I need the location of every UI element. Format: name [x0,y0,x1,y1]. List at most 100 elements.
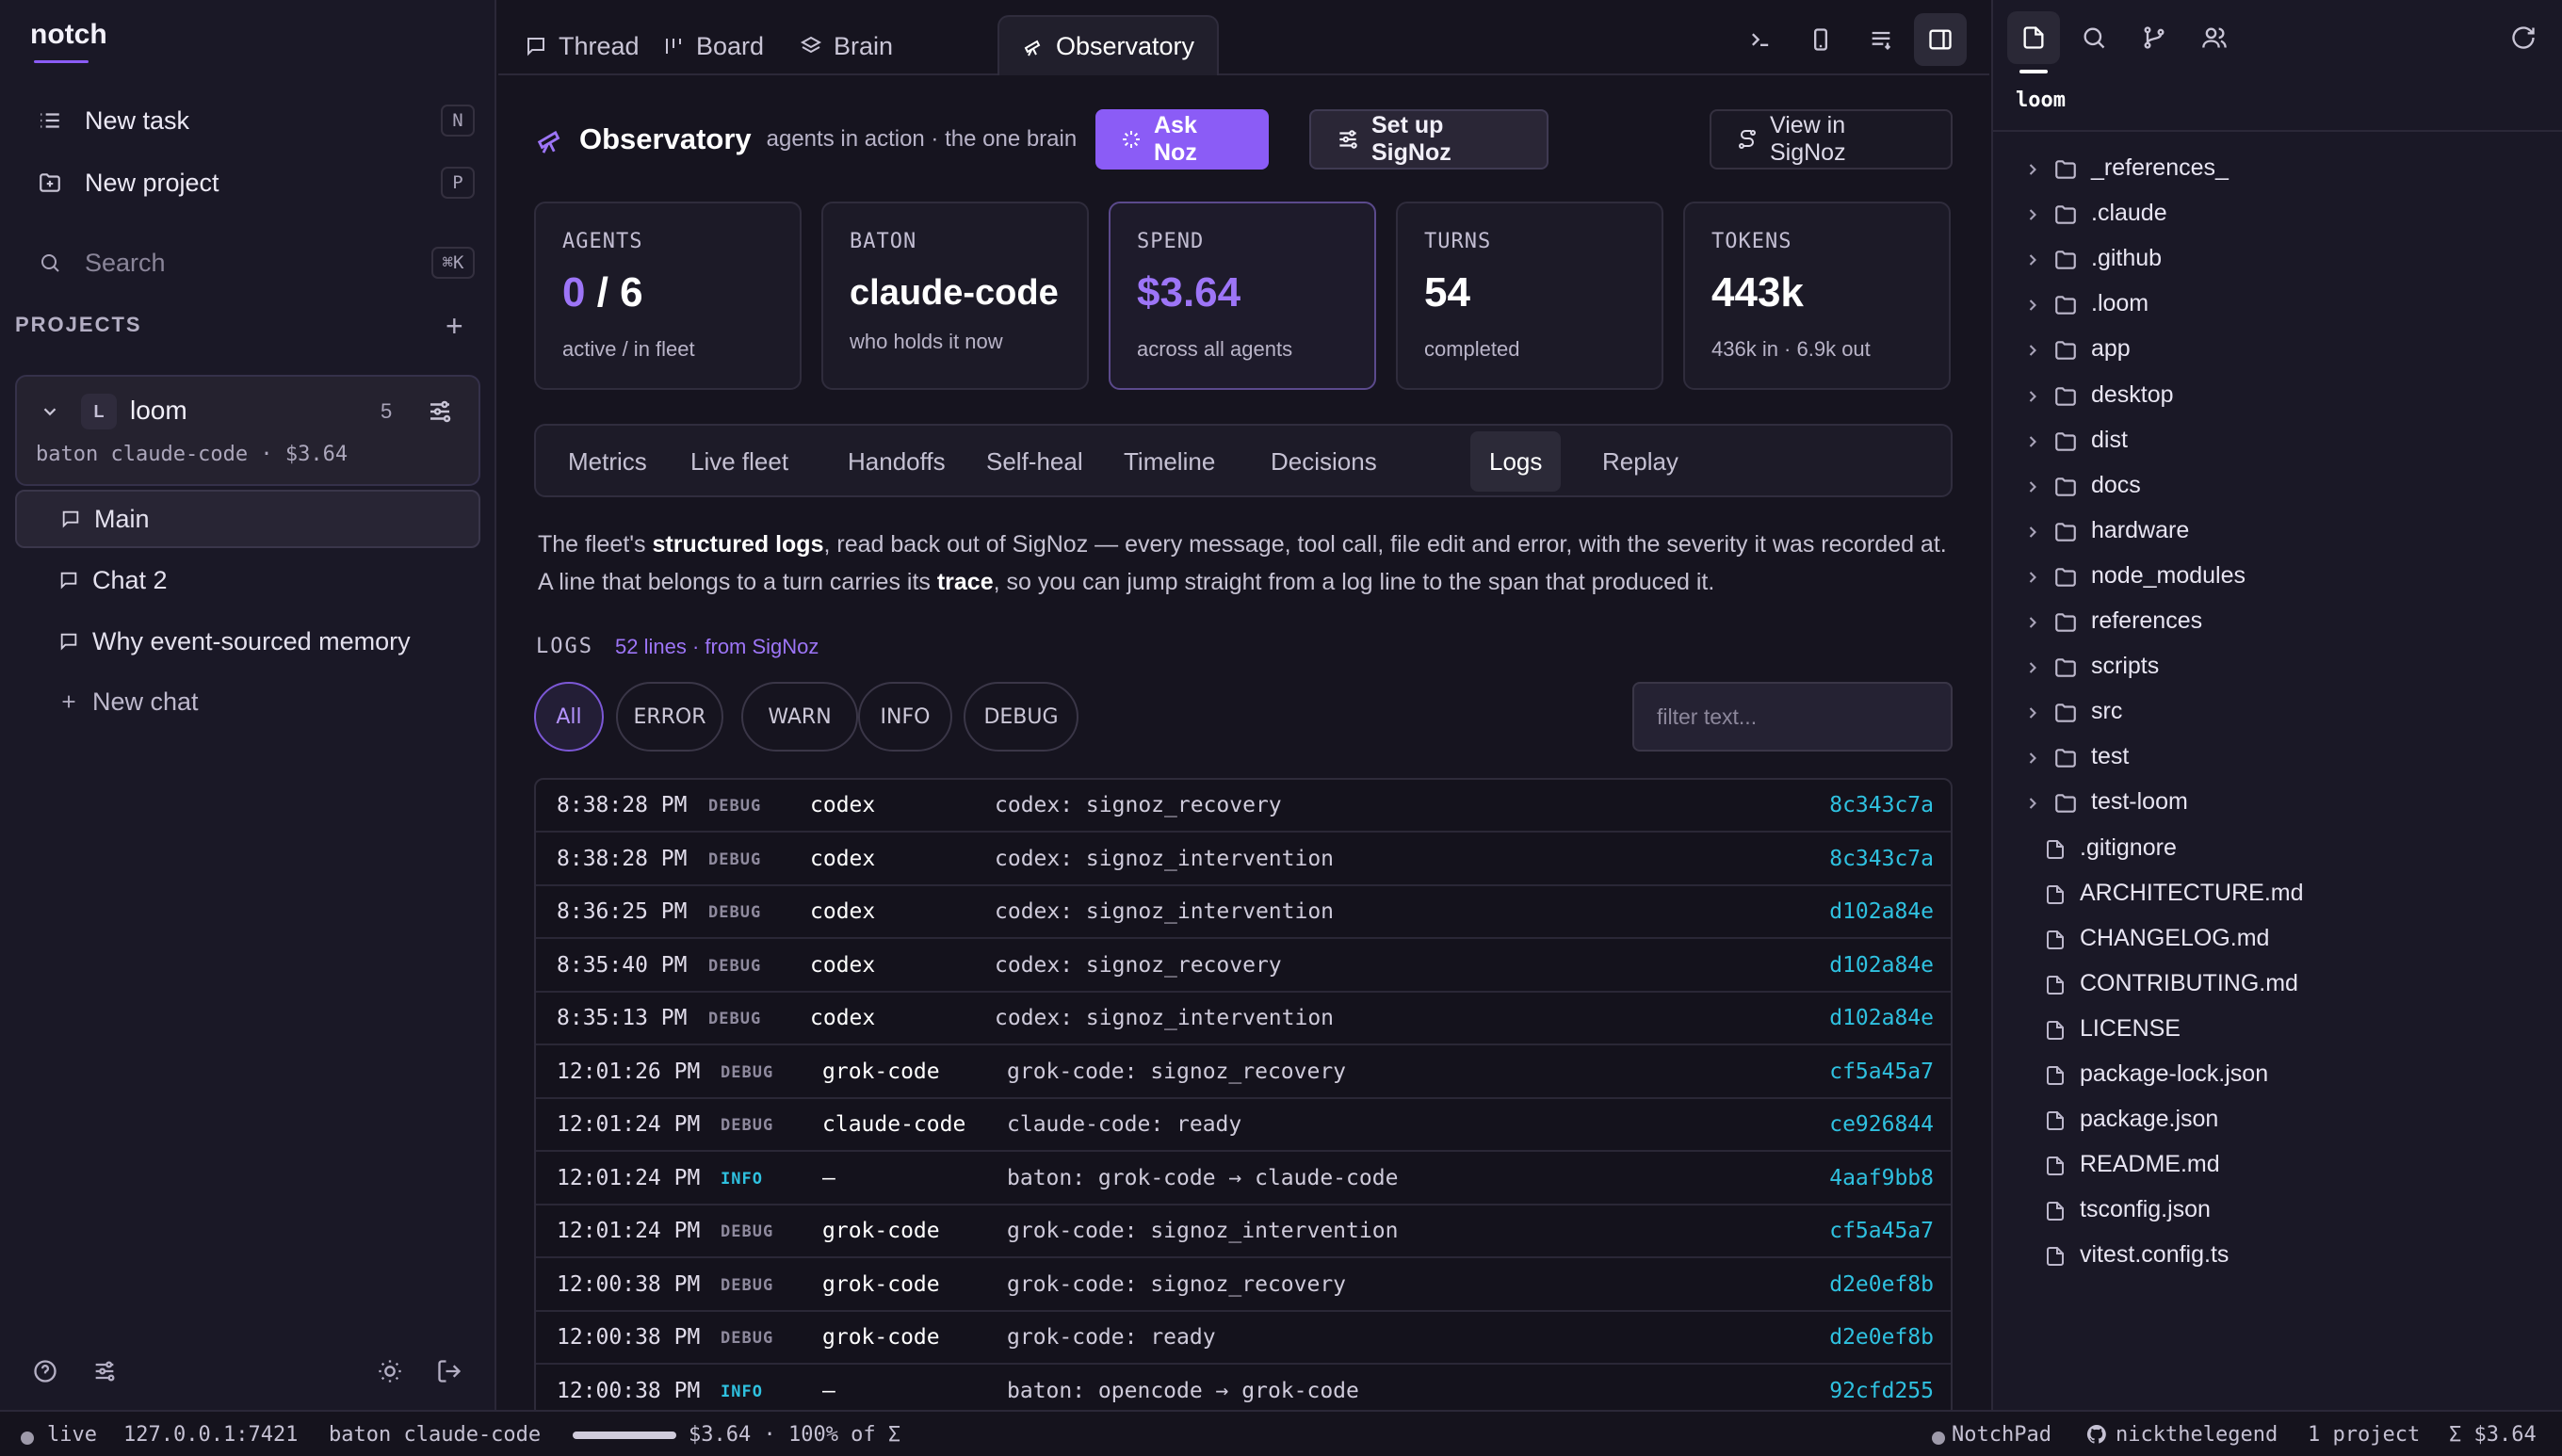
tree-folder[interactable]: hardware [1993,510,2562,555]
filter-info[interactable]: INFO [858,682,952,752]
project-settings-icon[interactable] [426,397,454,432]
tab-board[interactable]: Board [640,17,786,75]
tree-folder[interactable]: _references_ [1993,147,2562,192]
log-row[interactable]: 12:00:38 PM INFO — baton: opencode → grok-c… [536,1366,1951,1416]
search-placeholder: Search [85,248,166,277]
git-branch-icon[interactable] [2128,11,2181,64]
chat-item-why-event-sourced-memory[interactable]: Why event-sourced memory [15,612,480,671]
subtab-logs[interactable]: Logs [1470,431,1562,492]
tree-file[interactable]: CHANGELOG.md [1993,917,2562,963]
subtab-decisions[interactable]: Decisions [1271,446,1377,476]
tree-file[interactable]: package.json [1993,1098,2562,1143]
tree-folder[interactable]: dist [1993,419,2562,464]
view-in-signoz-button[interactable]: View in SigNoz [1710,109,1953,170]
add-project-button[interactable]: + [446,309,463,343]
tree-folder[interactable]: docs [1993,464,2562,510]
log-trace-link[interactable]: d2e0ef8b [1829,1325,1934,1350]
tree-folder[interactable]: scripts [1993,645,2562,690]
tree-file[interactable]: .gitignore [1993,827,2562,872]
tree-file[interactable]: LICENSE [1993,1008,2562,1053]
log-trace-link[interactable]: ce926844 [1829,1112,1934,1137]
log-row[interactable]: 8:35:13 PM DEBUG codex codex: signoz_interv… [536,993,1951,1045]
filter-text-input[interactable]: filter text... [1632,682,1953,752]
settings-sliders-icon[interactable] [88,1354,122,1388]
tree-folder[interactable]: .claude [1993,192,2562,237]
log-row[interactable]: 12:01:24 PM DEBUG grok-code grok-code: sign… [536,1205,1951,1258]
chevron-right-icon [2023,432,2042,451]
tree-folder[interactable]: desktop [1993,374,2562,419]
new-project-button[interactable]: New project P [15,154,480,211]
search-icon[interactable] [2067,11,2120,64]
new-task-button[interactable]: New task N [15,92,480,149]
tree-file[interactable]: package-lock.json [1993,1053,2562,1098]
subtab-live-fleet[interactable]: Live fleet [690,446,789,476]
tree-file[interactable]: ARCHITECTURE.md [1993,872,2562,917]
file-icon[interactable] [2007,11,2060,64]
ask-noz-button[interactable]: Ask Noz [1095,109,1269,170]
terminal-icon[interactable] [1734,13,1787,66]
log-trace-link[interactable]: cf5a45a7 [1829,1219,1934,1243]
setup-signoz-button[interactable]: Set up SigNoz [1309,109,1549,170]
tree-folder[interactable]: .github [1993,237,2562,283]
tree-file[interactable]: tsconfig.json [1993,1189,2562,1234]
status-app[interactable]: NotchPad [1952,1423,2051,1447]
chevron-down-icon[interactable] [40,399,60,429]
users-icon[interactable] [2188,11,2241,64]
tab-thread[interactable]: Thread [502,17,662,75]
subtab-timeline[interactable]: Timeline [1124,446,1216,476]
log-trace-link[interactable]: d102a84e [1829,952,1934,978]
refresh-icon[interactable] [2497,11,2550,64]
log-trace-link[interactable]: d102a84e [1829,899,1934,924]
log-row[interactable]: 12:01:24 PM INFO — baton: grok-code → claud… [536,1153,1951,1205]
tree-file[interactable]: CONTRIBUTING.md [1993,963,2562,1008]
subtab-self-heal[interactable]: Self-heal [986,446,1083,476]
log-trace-link[interactable]: 8c343c7a [1829,846,1934,871]
logout-icon[interactable] [432,1354,466,1388]
tree-folder[interactable]: node_modules [1993,555,2562,600]
tree-folder[interactable]: src [1993,690,2562,736]
chat-item-chat-2[interactable]: Chat 2 [15,551,480,609]
log-trace-link[interactable]: cf5a45a7 [1829,1059,1934,1084]
log-row[interactable]: 12:01:24 PM DEBUG claude-code claude-code: … [536,1099,1951,1152]
tree-folder[interactable]: references [1993,600,2562,645]
mobile-icon[interactable] [1794,13,1847,66]
tree-file[interactable]: vitest.config.ts [1993,1234,2562,1279]
tree-folder[interactable]: .loom [1993,283,2562,328]
subtab-metrics[interactable]: Metrics [568,446,647,476]
tab-observatory[interactable]: Observatory [997,15,1220,75]
log-trace-link[interactable]: 4aaf9bb8 [1829,1165,1934,1190]
chat-item-main[interactable]: Main [15,490,480,548]
subtab-handoffs[interactable]: Handoffs [848,446,946,476]
log-trace-link[interactable]: d102a84e [1829,1006,1934,1030]
log-row[interactable]: 8:36:25 PM DEBUG codex codex: signoz_interv… [536,886,1951,939]
tree-folder[interactable]: test-loom [1993,781,2562,826]
filter-error[interactable]: ERROR [616,682,723,752]
help-icon[interactable] [28,1354,62,1388]
log-row[interactable]: 12:00:38 PM DEBUG grok-code grok-code: sign… [536,1259,1951,1312]
log-row[interactable]: 8:38:28 PM DEBUG codex codex: signoz_interv… [536,833,1951,886]
filter-all[interactable]: All [534,682,604,752]
log-row[interactable]: 12:00:38 PM DEBUG grok-code grok-code: read… [536,1312,1951,1365]
project-card-loom[interactable]: L loom 5 baton claude-code · $3.64 [15,375,480,486]
log-row[interactable]: 12:01:26 PM DEBUG grok-code grok-code: sign… [536,1046,1951,1099]
tree-file[interactable]: README.md [1993,1143,2562,1189]
log-row[interactable]: 8:35:40 PM DEBUG codex codex: signoz_recove… [536,940,1951,993]
panel-right-icon[interactable] [1914,13,1967,66]
tab-brain[interactable]: Brain [777,17,916,75]
desc-text: , so you can jump straight from a log li… [993,569,1715,595]
new-chat-button[interactable]: New chat [15,672,480,731]
tree-folder[interactable]: test [1993,736,2562,781]
status-user[interactable]: nickthelegend [2116,1423,2278,1447]
subtab-replay[interactable]: Replay [1602,446,1678,476]
filter-debug[interactable]: DEBUG [964,682,1078,752]
log-trace-link[interactable]: 8c343c7a [1829,793,1934,817]
log-trace-link[interactable]: 92cfd255 [1829,1378,1934,1403]
log-trace-link[interactable]: d2e0ef8b [1829,1271,1934,1297]
theme-sun-icon[interactable] [373,1354,407,1388]
chevron-right-icon [2023,568,2042,587]
search-input[interactable]: Search ⌘K [15,235,480,291]
list-filter-icon[interactable] [1855,13,1907,66]
tree-folder[interactable]: app [1993,328,2562,373]
log-row[interactable]: 8:38:28 PM DEBUG codex codex: signoz_recove… [536,780,1951,833]
filter-warn[interactable]: WARN [741,682,858,752]
